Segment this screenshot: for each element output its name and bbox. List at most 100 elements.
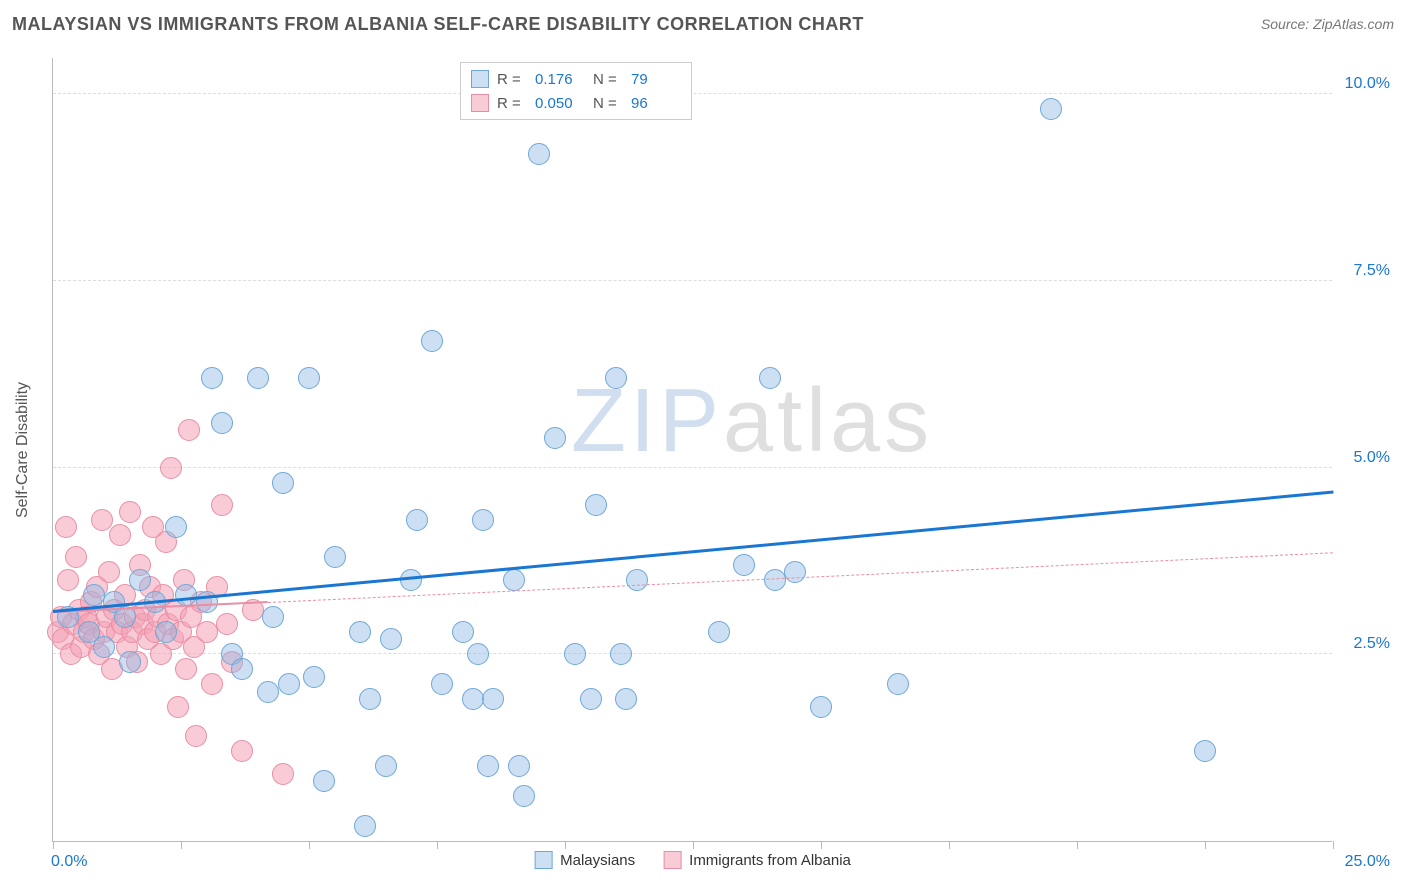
x-tick (1205, 841, 1206, 849)
data-point (165, 516, 187, 538)
data-point (178, 419, 200, 441)
data-point (508, 755, 530, 777)
data-point (477, 755, 499, 777)
data-point (119, 651, 141, 673)
data-point (272, 472, 294, 494)
data-point (759, 367, 781, 389)
data-point (175, 658, 197, 680)
x-min-label: 0.0% (51, 853, 87, 871)
data-point (324, 546, 346, 568)
data-point (626, 569, 648, 591)
data-point (313, 770, 335, 792)
data-point (359, 688, 381, 710)
watermark-atlas: atlas (723, 371, 933, 471)
legend-bottom: Malaysians Immigrants from Albania (534, 851, 851, 869)
data-point (119, 501, 141, 523)
data-point (482, 688, 504, 710)
legend-label: Immigrants from Albania (689, 852, 851, 869)
data-point (810, 696, 832, 718)
data-point (278, 673, 300, 695)
data-point (109, 524, 131, 546)
data-point (211, 494, 233, 516)
data-point (55, 516, 77, 538)
gridline (53, 93, 1332, 94)
data-point (231, 658, 253, 680)
data-point (421, 330, 443, 352)
data-point (83, 584, 105, 606)
legend-row-malaysians: R = 0.176 N = 79 (471, 67, 681, 91)
data-point (298, 367, 320, 389)
n-value: 96 (631, 95, 681, 112)
data-point (605, 367, 627, 389)
data-point (472, 509, 494, 531)
data-point (349, 621, 371, 643)
data-point (216, 613, 238, 635)
data-point (406, 509, 428, 531)
data-point (733, 554, 755, 576)
y-tick-label: 5.0% (1354, 449, 1390, 467)
n-label: N = (593, 95, 623, 112)
x-tick (693, 841, 694, 849)
data-point (91, 509, 113, 531)
x-tick (437, 841, 438, 849)
x-tick (821, 841, 822, 849)
data-point (887, 673, 909, 695)
data-point (272, 763, 294, 785)
x-tick (565, 841, 566, 849)
data-point (467, 643, 489, 665)
data-point (231, 740, 253, 762)
data-point (93, 636, 115, 658)
y-tick-label: 2.5% (1354, 635, 1390, 653)
x-tick (309, 841, 310, 849)
y-axis-label: Self-Care Disability (14, 381, 32, 517)
data-point (528, 143, 550, 165)
data-point (503, 569, 525, 591)
legend-stats: R = 0.176 N = 79 R = 0.050 N = 96 (460, 62, 692, 120)
x-tick (53, 841, 54, 849)
data-point (57, 569, 79, 591)
chart-header: MALAYSIAN VS IMMIGRANTS FROM ALBANIA SEL… (0, 0, 1406, 48)
n-value: 79 (631, 71, 681, 88)
r-value: 0.176 (535, 71, 585, 88)
data-point (201, 673, 223, 695)
chart-title: MALAYSIAN VS IMMIGRANTS FROM ALBANIA SEL… (12, 14, 864, 35)
data-point (211, 412, 233, 434)
y-tick-label: 10.0% (1345, 75, 1390, 93)
watermark: ZIPatlas (571, 370, 933, 473)
data-point (452, 621, 474, 643)
data-point (167, 696, 189, 718)
legend-row-albania: R = 0.050 N = 96 (471, 91, 681, 115)
data-point (354, 815, 376, 837)
data-point (262, 606, 284, 628)
data-point (257, 681, 279, 703)
data-point (375, 755, 397, 777)
r-label: R = (497, 95, 527, 112)
x-tick (181, 841, 182, 849)
data-point (303, 666, 325, 688)
data-point (708, 621, 730, 643)
data-point (247, 367, 269, 389)
legend-swatch-icon (471, 94, 489, 112)
n-label: N = (593, 71, 623, 88)
data-point (65, 546, 87, 568)
r-value: 0.050 (535, 95, 585, 112)
legend-swatch-icon (471, 70, 489, 88)
scatter-plot: Self-Care Disability ZIPatlas Malaysians… (52, 58, 1332, 842)
gridline (53, 653, 1332, 654)
source-link[interactable]: ZipAtlas.com (1313, 16, 1394, 32)
data-point (610, 643, 632, 665)
data-point (129, 569, 151, 591)
legend-item-malaysians: Malaysians (534, 851, 635, 869)
source-prefix: Source: (1261, 16, 1313, 32)
legend-swatch-icon (663, 851, 681, 869)
data-point (564, 643, 586, 665)
data-point (431, 673, 453, 695)
gridline (53, 467, 1332, 468)
data-point (380, 628, 402, 650)
trend-line (53, 491, 1333, 613)
chart-source: Source: ZipAtlas.com (1261, 16, 1394, 32)
data-point (585, 494, 607, 516)
legend-swatch-icon (534, 851, 552, 869)
data-point (462, 688, 484, 710)
legend-item-albania: Immigrants from Albania (663, 851, 851, 869)
